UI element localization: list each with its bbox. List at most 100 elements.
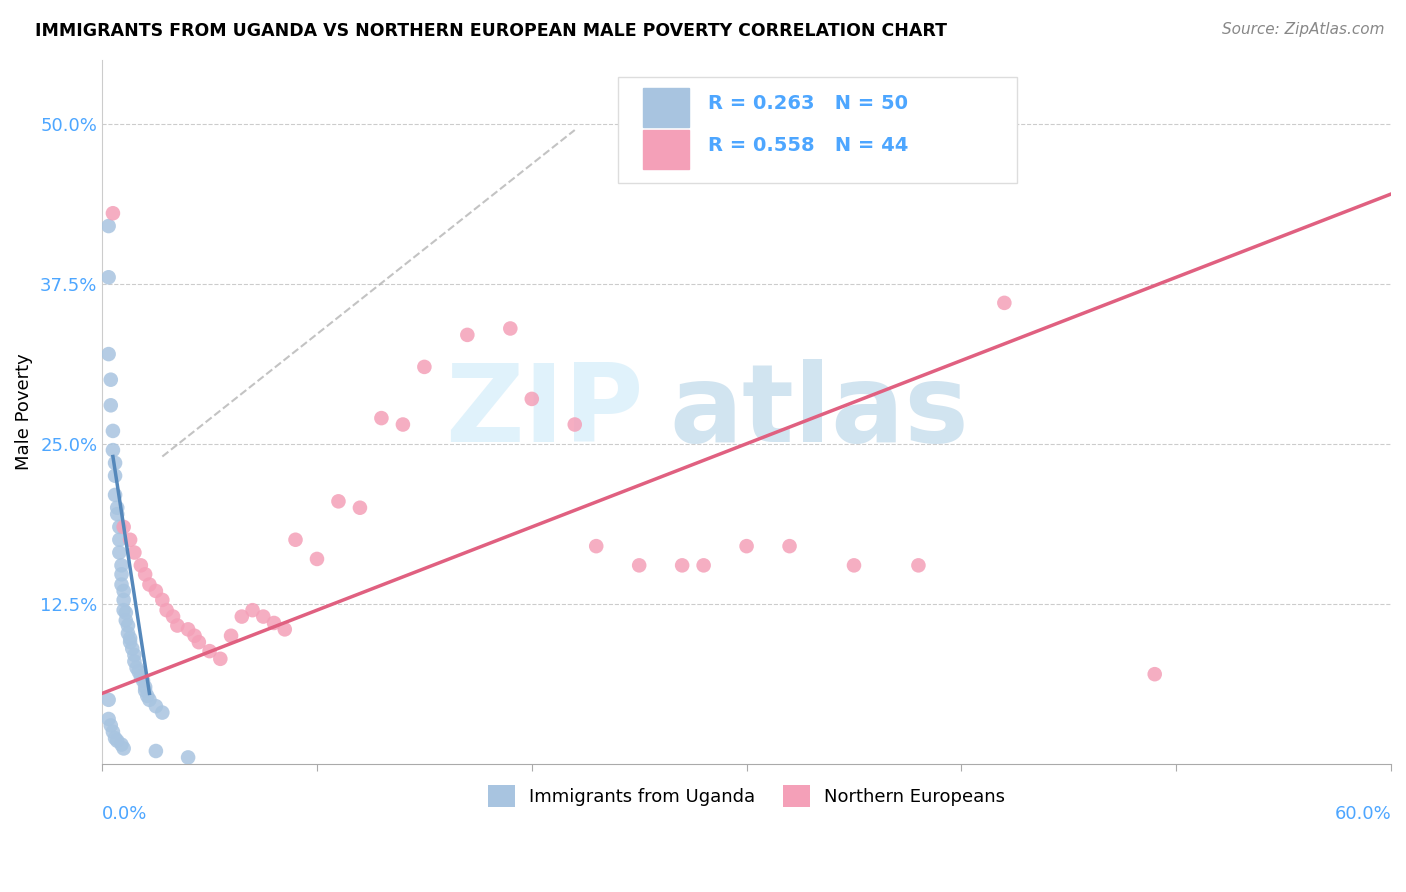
Point <box>104 456 127 470</box>
Point <box>145 584 167 599</box>
Point <box>125 661 148 675</box>
Point <box>120 635 142 649</box>
Point <box>564 417 586 432</box>
Point <box>97 347 120 361</box>
Point <box>274 623 297 637</box>
Point <box>370 411 392 425</box>
Point <box>231 609 253 624</box>
Point <box>349 500 371 515</box>
Point <box>124 545 146 559</box>
Point <box>150 593 173 607</box>
Point <box>112 603 135 617</box>
Point <box>145 699 167 714</box>
Point <box>187 635 209 649</box>
Point <box>108 520 131 534</box>
Point <box>110 577 132 591</box>
Point <box>112 593 135 607</box>
Point <box>907 558 929 573</box>
Point <box>114 614 136 628</box>
Point <box>520 392 543 406</box>
Point <box>132 673 155 688</box>
Point <box>585 539 607 553</box>
Point <box>105 500 128 515</box>
Point <box>101 424 124 438</box>
Point <box>242 603 264 617</box>
Point <box>209 652 232 666</box>
Point <box>110 567 132 582</box>
Point <box>124 648 146 662</box>
Point <box>183 629 205 643</box>
Point <box>104 731 127 746</box>
Bar <box>644 87 689 127</box>
FancyBboxPatch shape <box>617 78 1018 183</box>
Legend: Immigrants from Uganda, Northern Europeans: Immigrants from Uganda, Northern Europea… <box>481 778 1012 814</box>
Point <box>112 584 135 599</box>
Text: IMMIGRANTS FROM UGANDA VS NORTHERN EUROPEAN MALE POVERTY CORRELATION CHART: IMMIGRANTS FROM UGANDA VS NORTHERN EUROP… <box>35 22 948 40</box>
Point <box>138 577 160 591</box>
Point <box>735 539 758 553</box>
Point <box>328 494 350 508</box>
Point <box>252 609 274 624</box>
Point <box>305 552 328 566</box>
Text: atlas: atlas <box>669 359 969 465</box>
Text: 60.0%: 60.0% <box>1334 805 1391 823</box>
Point <box>413 359 436 374</box>
Point <box>145 744 167 758</box>
Point <box>1143 667 1166 681</box>
Point <box>392 417 415 432</box>
Point <box>156 603 179 617</box>
Point <box>110 558 132 573</box>
Point <box>219 629 242 643</box>
Point <box>779 539 801 553</box>
Point <box>671 558 693 573</box>
Point <box>842 558 865 573</box>
Point <box>97 270 120 285</box>
Point <box>150 706 173 720</box>
Point <box>117 626 139 640</box>
Point <box>177 623 200 637</box>
Point <box>97 219 120 233</box>
Point <box>100 718 122 732</box>
Point <box>124 654 146 668</box>
Point <box>129 670 152 684</box>
Point <box>100 373 122 387</box>
Point <box>128 665 150 679</box>
Point <box>101 443 124 458</box>
Point <box>112 520 135 534</box>
Point <box>162 609 184 624</box>
Text: 0.0%: 0.0% <box>103 805 148 823</box>
Point <box>114 606 136 620</box>
Point <box>136 689 159 703</box>
Point <box>993 296 1015 310</box>
Point <box>134 567 156 582</box>
Text: ZIP: ZIP <box>444 359 644 465</box>
Point <box>105 507 128 521</box>
Point <box>108 545 131 559</box>
Point <box>97 712 120 726</box>
Bar <box>644 130 689 169</box>
Point <box>105 733 128 747</box>
Point <box>121 641 143 656</box>
Point <box>117 618 139 632</box>
Text: R = 0.263   N = 50: R = 0.263 N = 50 <box>709 94 908 112</box>
Point <box>177 750 200 764</box>
Point <box>263 615 285 630</box>
Point <box>284 533 307 547</box>
Point <box>108 533 131 547</box>
Point <box>104 468 127 483</box>
Point <box>97 693 120 707</box>
Point <box>112 741 135 756</box>
Text: Source: ZipAtlas.com: Source: ZipAtlas.com <box>1222 22 1385 37</box>
Point <box>628 558 651 573</box>
Point <box>134 683 156 698</box>
Point <box>134 680 156 694</box>
Point <box>499 321 522 335</box>
Point <box>198 644 221 658</box>
Y-axis label: Male Poverty: Male Poverty <box>15 353 32 470</box>
Point <box>110 738 132 752</box>
Point <box>104 488 127 502</box>
Point <box>100 398 122 412</box>
Point <box>692 558 714 573</box>
Point <box>120 632 142 646</box>
Text: R = 0.558   N = 44: R = 0.558 N = 44 <box>709 136 908 155</box>
